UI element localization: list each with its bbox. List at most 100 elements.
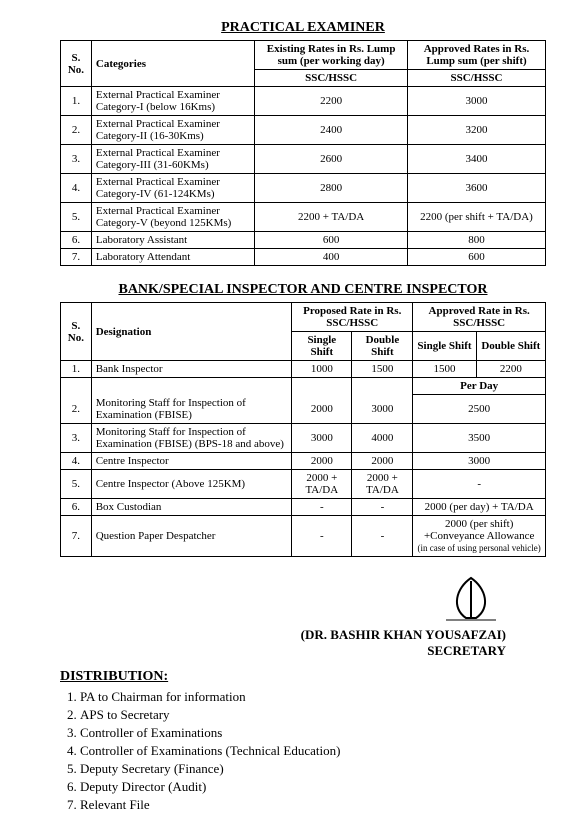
cell-sno: 6. — [61, 498, 92, 515]
col-double: Double Shift — [352, 332, 413, 361]
cell-approved: 3400 — [407, 145, 545, 174]
cell-ps: 1000 — [292, 361, 352, 378]
list-item: Controller of Examinations — [80, 725, 546, 741]
col-single: Single Shift — [292, 332, 352, 361]
cell-pd: 2000 — [352, 452, 413, 469]
list-item: APS to Secretary — [80, 707, 546, 723]
list-item: PA to Chairman for information — [80, 689, 546, 705]
cell-sno: 1. — [61, 361, 92, 378]
cell-pd: - — [352, 515, 413, 556]
cell-approved: - — [413, 469, 546, 498]
col-sno: S. No. — [61, 41, 92, 87]
cell-ps: 2000 — [292, 395, 352, 424]
inspector-table: S. No. Designation Proposed Rate in Rs. … — [60, 302, 546, 557]
table-row: 2. Monitoring Staff for Inspection of Ex… — [61, 395, 546, 424]
cell-desig: Box Custodian — [91, 498, 291, 515]
cell-pd: 2000 + TA/DA — [352, 469, 413, 498]
cell-pd: 3000 — [352, 395, 413, 424]
col-sno: S. No. — [61, 303, 92, 361]
cell-pd: 1500 — [352, 361, 413, 378]
table-row: 5. Centre Inspector (Above 125KM) 2000 +… — [61, 469, 546, 498]
col-existing: Existing Rates in Rs. Lump sum (per work… — [255, 41, 408, 70]
cell-sno: 2. — [61, 395, 92, 424]
table-row: 1. External Practical Examiner Category-… — [61, 87, 546, 116]
cell-existing: 600 — [255, 232, 408, 249]
col-existing-sub: SSC/HSSC — [255, 70, 408, 87]
cell-sno: 2. — [61, 116, 92, 145]
cell-approved: 2200 (per shift + TA/DA) — [407, 203, 545, 232]
col-single: Single Shift — [413, 332, 476, 361]
cell-approved: 800 — [407, 232, 545, 249]
table-row: 3. Monitoring Staff for Inspection of Ex… — [61, 423, 546, 452]
practical-examiner-title: PRACTICAL EXAMINER — [60, 20, 546, 36]
table-row: 6. Laboratory Assistant 600 800 — [61, 232, 546, 249]
cell-cat: External Practical Examiner Category-III… — [91, 145, 254, 174]
table-row: 3. External Practical Examiner Category-… — [61, 145, 546, 174]
cell-existing: 2200 — [255, 87, 408, 116]
distribution-list: PA to Chairman for information APS to Se… — [80, 689, 546, 813]
cell-ad: 2200 — [476, 361, 545, 378]
table-row: Per Day — [61, 378, 546, 395]
cell-sno: 6. — [61, 232, 92, 249]
col-approved: Approved Rates in Rs. Lump sum (per shif… — [407, 41, 545, 70]
col-designation: Designation — [91, 303, 291, 361]
cell-sno: 3. — [61, 145, 92, 174]
cell-ps: - — [292, 498, 352, 515]
cell-cat: External Practical Examiner Category-I (… — [91, 87, 254, 116]
col-approved: Approved Rate in Rs. SSC/HSSC — [413, 303, 546, 332]
cell-approved: 3000 — [407, 87, 545, 116]
signature-icon — [436, 573, 506, 627]
list-item: Relevant File — [80, 797, 546, 813]
cell-desig: Centre Inspector (Above 125KM) — [91, 469, 291, 498]
cell-sno: 5. — [61, 203, 92, 232]
cell-sno: 7. — [61, 515, 92, 556]
table-row: 7. Question Paper Despatcher - - 2000 (p… — [61, 515, 546, 556]
table-row: 6. Box Custodian - - 2000 (per day) + TA… — [61, 498, 546, 515]
cell-approved: 2000 (per shift) +Conveyance Allowance (… — [413, 515, 546, 556]
cell-approved: 2000 (per day) + TA/DA — [413, 498, 546, 515]
col-double: Double Shift — [476, 332, 545, 361]
cell-desig: Question Paper Despatcher — [91, 515, 291, 556]
cell-approved: 3200 — [407, 116, 545, 145]
cell-pd: - — [352, 498, 413, 515]
signatory-title: SECRETARY — [427, 643, 506, 658]
cell-existing: 2200 + TA/DA — [255, 203, 408, 232]
cell-existing: 2400 — [255, 116, 408, 145]
cell-existing: 2800 — [255, 174, 408, 203]
table-row: 1. Bank Inspector 1000 1500 1500 2200 — [61, 361, 546, 378]
cell-cat: Laboratory Assistant — [91, 232, 254, 249]
cell-sno: 1. — [61, 87, 92, 116]
table-row: 5. External Practical Examiner Category-… — [61, 203, 546, 232]
cell-sno: 4. — [61, 452, 92, 469]
table-row: 2. External Practical Examiner Category-… — [61, 116, 546, 145]
cell-approved: 2500 — [413, 395, 546, 424]
signatory-name: (DR. BASHIR KHAN YOUSAFZAI) — [301, 627, 506, 642]
table-row: 4. External Practical Examiner Category-… — [61, 174, 546, 203]
cell-existing: 400 — [255, 249, 408, 266]
cell-sno: 7. — [61, 249, 92, 266]
list-item: Deputy Secretary (Finance) — [80, 761, 546, 777]
cell-as: 1500 — [413, 361, 476, 378]
cell-cat: External Practical Examiner Category-V (… — [91, 203, 254, 232]
cell-pd: 4000 — [352, 423, 413, 452]
per-day-header: Per Day — [413, 378, 546, 395]
cell-sno: 5. — [61, 469, 92, 498]
cell-desig: Centre Inspector — [91, 452, 291, 469]
cell-ps: 3000 — [292, 423, 352, 452]
table-row: 4. Centre Inspector 2000 2000 3000 — [61, 452, 546, 469]
cell-desig: Monitoring Staff for Inspection of Exami… — [91, 395, 291, 424]
inspector-title: BANK/SPECIAL INSPECTOR AND CENTRE INSPEC… — [60, 282, 546, 298]
list-item: Deputy Director (Audit) — [80, 779, 546, 795]
col-categories: Categories — [91, 41, 254, 87]
cell-ps: 2000 + TA/DA — [292, 469, 352, 498]
cell-approved: 3600 — [407, 174, 545, 203]
distribution-heading: DISTRIBUTION: — [60, 669, 546, 685]
cell-approved: 3000 — [413, 452, 546, 469]
cell-approved: 600 — [407, 249, 545, 266]
col-approved-sub: SSC/HSSC — [407, 70, 545, 87]
cell-cat: External Practical Examiner Category-II … — [91, 116, 254, 145]
list-item: Controller of Examinations (Technical Ed… — [80, 743, 546, 759]
cell-desig: Bank Inspector — [91, 361, 291, 378]
cell-sno: 4. — [61, 174, 92, 203]
signature-block: (DR. BASHIR KHAN YOUSAFZAI) SECRETARY — [60, 573, 546, 659]
